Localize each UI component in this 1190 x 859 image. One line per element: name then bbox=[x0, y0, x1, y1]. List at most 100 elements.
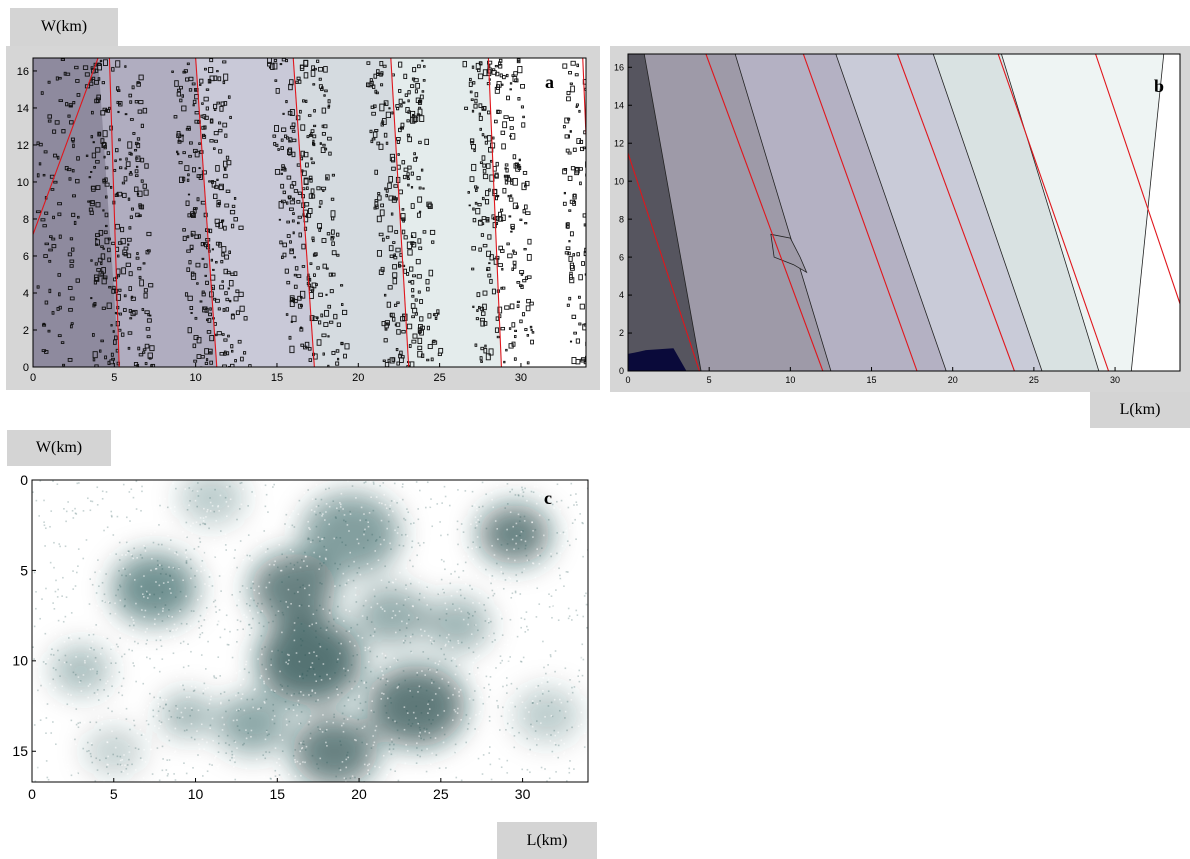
panel-letter-a: a bbox=[545, 72, 554, 92]
density-blob-0 bbox=[257, 617, 363, 705]
x-tick-label: 30 bbox=[515, 372, 527, 384]
y-axis-label-c: W(km) bbox=[7, 430, 111, 466]
x-axis-label-c-text: L(km) bbox=[526, 831, 568, 849]
y-tick-label: 15 bbox=[12, 743, 28, 759]
x-tick-label: 15 bbox=[270, 786, 286, 802]
density-blob-8 bbox=[161, 693, 214, 737]
y-tick-label: 0 bbox=[23, 362, 29, 374]
contour-speckles-a bbox=[35, 58, 586, 367]
red-line-b-2 bbox=[802, 54, 918, 371]
red-line-b-0 bbox=[628, 151, 700, 371]
x-tick-label: 20 bbox=[352, 372, 364, 384]
density-blob-1 bbox=[251, 553, 337, 624]
y-tick-label: 6 bbox=[23, 251, 29, 263]
chart-panel-a: 0 5 10 15 20 25 30 0 2 4 6 8 10 12 14 16 a bbox=[6, 46, 600, 390]
y-tick-label: 8 bbox=[619, 214, 624, 224]
x-tick-label: 5 bbox=[707, 375, 712, 385]
x-tick-label: 10 bbox=[188, 786, 204, 802]
x-tick-label: 25 bbox=[433, 372, 445, 384]
y-axis-label-a-text: W(km) bbox=[40, 18, 88, 35]
y-tick-label: 14 bbox=[17, 103, 29, 115]
y-tick-label: 4 bbox=[619, 290, 624, 300]
y-tick-label: 16 bbox=[614, 62, 624, 72]
red-line-b-3 bbox=[896, 54, 1015, 371]
x-axis-label-c: L(km) bbox=[497, 822, 597, 859]
band-b-6 bbox=[1130, 54, 1180, 371]
x-tick-label: 30 bbox=[1110, 375, 1120, 385]
x-tick-label: 15 bbox=[271, 372, 283, 384]
red-line-a-0 bbox=[33, 58, 99, 237]
y-tick-label: 10 bbox=[614, 176, 624, 186]
plot-area-c: 0 5 10 15 20 25 30 0 5 10 15 c bbox=[12, 472, 589, 802]
red-line-a-4 bbox=[390, 58, 410, 367]
x-tick-label: 20 bbox=[948, 375, 958, 385]
y-tick-label: 0 bbox=[619, 366, 624, 376]
y-tick-label: 12 bbox=[17, 140, 29, 152]
band-a-5 bbox=[488, 58, 586, 367]
red-line-a-6 bbox=[582, 58, 586, 149]
y-tick-label: 4 bbox=[23, 288, 29, 300]
density-blob-10 bbox=[424, 597, 490, 652]
x-tick-label: 0 bbox=[625, 375, 630, 385]
density-blob-9 bbox=[51, 645, 111, 695]
red-line-a-3 bbox=[292, 58, 315, 367]
density-noise-c bbox=[32, 480, 588, 782]
y-tick-label: 12 bbox=[614, 138, 624, 148]
density-blob-12 bbox=[179, 480, 245, 526]
x-tick-label: 10 bbox=[190, 372, 202, 384]
density-blob-4 bbox=[301, 493, 400, 575]
plot-inner-c bbox=[32, 480, 588, 782]
y-tick-label: 6 bbox=[619, 252, 624, 262]
red-line-b-1 bbox=[705, 54, 824, 371]
y-tick-label: 2 bbox=[23, 325, 29, 337]
density-blob-6 bbox=[478, 504, 551, 565]
y-axis-label-c-text: W(km) bbox=[35, 439, 83, 456]
band-b-5 bbox=[1000, 54, 1180, 371]
density-blob-7 bbox=[216, 694, 289, 754]
plot-frame-a bbox=[32, 57, 587, 368]
y-tick-label: 8 bbox=[23, 214, 29, 226]
density-blob-5 bbox=[112, 553, 198, 624]
x-tick-label: 25 bbox=[433, 786, 449, 802]
plot-area-a: 0 5 10 15 20 25 30 0 2 4 6 8 10 12 14 16 a bbox=[17, 57, 587, 384]
red-line-b-5 bbox=[1095, 54, 1180, 306]
x-axis-label-b: L(km) bbox=[1090, 392, 1190, 428]
y-tick-label: 5 bbox=[20, 562, 28, 578]
x-tick-label: 10 bbox=[785, 375, 795, 385]
density-blob-14 bbox=[84, 726, 144, 776]
density-blob-13 bbox=[355, 585, 428, 646]
y-axis-label-a: W(km) bbox=[10, 8, 118, 46]
plot-inner-a bbox=[33, 58, 586, 367]
y-tick-label: 0 bbox=[20, 472, 28, 488]
x-tick-label: 0 bbox=[30, 372, 36, 384]
density-blobs-c bbox=[51, 480, 580, 782]
x-tick-label: 15 bbox=[867, 375, 877, 385]
y-tick-label: 16 bbox=[17, 66, 29, 78]
x-tick-label: 20 bbox=[351, 786, 367, 802]
density-blob-2 bbox=[367, 665, 466, 747]
chart-panel-b: 0 5 10 15 20 25 30 0 2 4 6 8 10 12 14 16 b bbox=[610, 46, 1190, 392]
x-tick-label: 30 bbox=[515, 786, 531, 802]
x-tick-label: 25 bbox=[1029, 375, 1039, 385]
x-tick-label: 5 bbox=[111, 372, 117, 384]
x-axis-label-b-text: L(km) bbox=[1119, 401, 1161, 418]
chart-panel-c: 0 5 10 15 20 25 30 0 5 10 15 c bbox=[0, 466, 600, 822]
red-line-a-2 bbox=[195, 58, 218, 367]
y-tick-label: 10 bbox=[12, 653, 28, 669]
plot-frame-b bbox=[627, 53, 1181, 372]
y-tick-label: 14 bbox=[614, 100, 624, 110]
x-tick-label: 5 bbox=[110, 786, 118, 802]
island-b bbox=[770, 233, 808, 274]
plot-area-b: 0 5 10 15 20 25 30 0 2 4 6 8 10 12 14 16 b bbox=[614, 53, 1181, 385]
dark-blob-b bbox=[628, 348, 687, 371]
panel-letter-b: b bbox=[1154, 76, 1164, 96]
density-blob-11 bbox=[514, 687, 580, 743]
x-tick-label: 0 bbox=[28, 786, 36, 802]
y-tick-label: 10 bbox=[17, 177, 29, 189]
red-line-a-5 bbox=[487, 58, 502, 367]
red-line-a-1 bbox=[108, 58, 120, 367]
y-tick-label: 2 bbox=[619, 328, 624, 338]
density-blob-3 bbox=[292, 716, 378, 782]
plot-frame-c bbox=[31, 479, 589, 783]
plot-inner-b bbox=[628, 54, 1180, 371]
